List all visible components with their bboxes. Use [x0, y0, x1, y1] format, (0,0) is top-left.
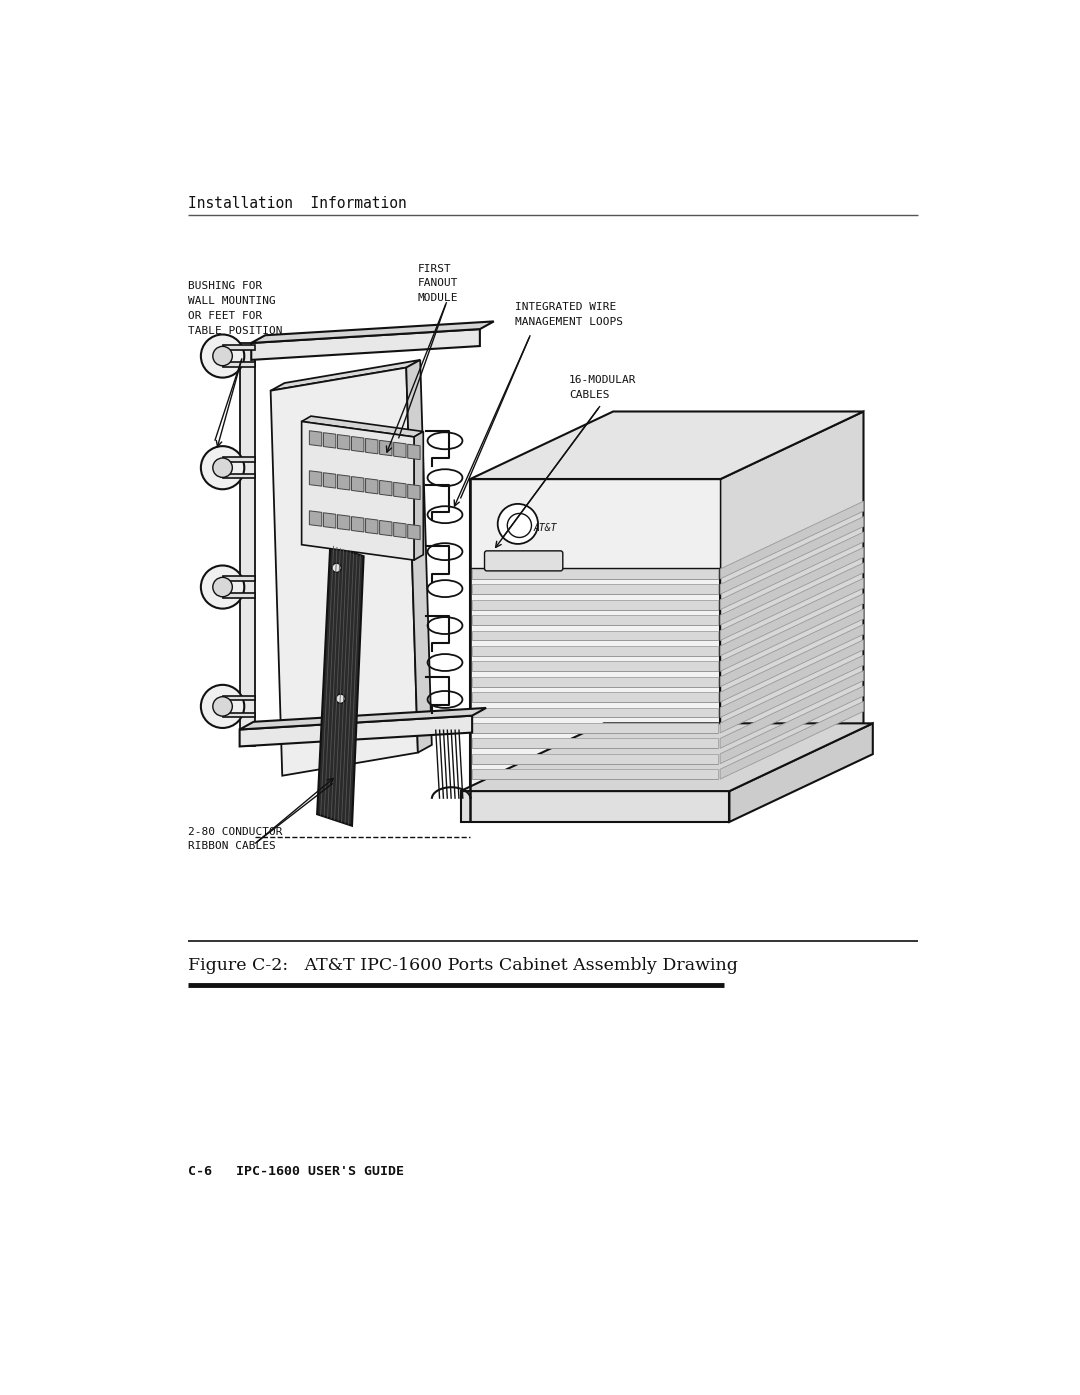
Polygon shape	[472, 738, 718, 748]
Polygon shape	[472, 753, 718, 763]
Polygon shape	[472, 646, 718, 656]
Polygon shape	[252, 329, 480, 360]
Polygon shape	[720, 531, 864, 610]
Polygon shape	[318, 544, 364, 826]
Polygon shape	[323, 513, 336, 529]
Polygon shape	[472, 631, 718, 640]
Polygon shape	[271, 360, 420, 391]
Polygon shape	[472, 692, 718, 702]
FancyBboxPatch shape	[485, 551, 563, 571]
Polygon shape	[240, 707, 486, 730]
Polygon shape	[365, 438, 378, 453]
Polygon shape	[720, 640, 864, 717]
Polygon shape	[720, 412, 864, 791]
Polygon shape	[351, 437, 364, 452]
Text: Figure C-2:   AT&T IPC-1600 Ports Cabinet Assembly Drawing: Figure C-2: AT&T IPC-1600 Ports Cabinet …	[188, 957, 738, 974]
Polygon shape	[406, 360, 432, 752]
Text: 16-MODULAR
CABLES: 16-MODULAR CABLES	[569, 375, 636, 400]
Polygon shape	[720, 656, 864, 732]
Polygon shape	[379, 520, 392, 536]
Polygon shape	[408, 484, 420, 499]
Text: INTEGRATED WIRE
MANAGEMENT LOOPS: INTEGRATED WIRE MANAGEMENT LOOPS	[515, 303, 623, 326]
Polygon shape	[472, 661, 718, 671]
Polygon shape	[222, 346, 255, 367]
Polygon shape	[323, 473, 336, 488]
Polygon shape	[393, 522, 406, 537]
Polygon shape	[472, 677, 718, 686]
Polygon shape	[720, 702, 864, 778]
Circle shape	[201, 565, 244, 608]
Polygon shape	[472, 769, 718, 778]
Polygon shape	[309, 431, 322, 446]
Circle shape	[498, 504, 538, 544]
Polygon shape	[379, 480, 392, 495]
Polygon shape	[470, 480, 720, 791]
Text: C-6   IPC-1600 USER'S GUIDE: C-6 IPC-1600 USER'S GUIDE	[188, 1165, 404, 1177]
Polygon shape	[460, 791, 729, 822]
Polygon shape	[720, 516, 864, 594]
Polygon shape	[252, 321, 494, 343]
Polygon shape	[323, 432, 336, 448]
Polygon shape	[393, 442, 406, 458]
Circle shape	[332, 564, 341, 572]
Polygon shape	[365, 478, 378, 494]
Circle shape	[201, 335, 244, 378]
Polygon shape	[309, 470, 322, 487]
Text: BUSHING FOR
WALL MOUNTING
OR FEET FOR
TABLE POSITION: BUSHING FOR WALL MOUNTING OR FEET FOR TA…	[188, 282, 282, 336]
Polygon shape	[729, 724, 873, 822]
Circle shape	[213, 458, 232, 477]
Polygon shape	[271, 368, 418, 776]
Polygon shape	[240, 716, 472, 746]
Polygon shape	[309, 511, 322, 526]
Polygon shape	[470, 480, 720, 568]
Polygon shape	[720, 547, 864, 625]
Polygon shape	[720, 501, 864, 579]
Polygon shape	[472, 615, 718, 625]
Circle shape	[213, 578, 232, 597]
Polygon shape	[222, 696, 255, 717]
Polygon shape	[720, 610, 864, 686]
Circle shape	[328, 432, 337, 442]
Polygon shape	[240, 343, 255, 746]
Polygon shape	[472, 569, 718, 579]
Polygon shape	[222, 458, 255, 478]
Text: Installation  Information: Installation Information	[188, 195, 406, 211]
Polygon shape	[720, 671, 864, 748]
Polygon shape	[472, 600, 718, 610]
Polygon shape	[301, 416, 423, 437]
Polygon shape	[408, 444, 420, 459]
Polygon shape	[393, 483, 406, 498]
Circle shape	[213, 346, 232, 365]
Polygon shape	[472, 707, 718, 717]
Text: FIRST
FANOUT
MODULE: FIRST FANOUT MODULE	[418, 264, 458, 303]
Circle shape	[213, 696, 232, 716]
Polygon shape	[408, 525, 420, 540]
Polygon shape	[414, 431, 423, 561]
Polygon shape	[379, 441, 392, 456]
Circle shape	[201, 446, 244, 490]
Circle shape	[336, 695, 346, 703]
Polygon shape	[720, 579, 864, 656]
Polygon shape	[337, 474, 350, 490]
Polygon shape	[337, 515, 350, 530]
Polygon shape	[337, 435, 350, 451]
Text: AT&T: AT&T	[534, 523, 557, 533]
Polygon shape	[472, 723, 718, 732]
Polygon shape	[460, 724, 873, 791]
Polygon shape	[365, 519, 378, 534]
Polygon shape	[470, 412, 864, 480]
Polygon shape	[472, 585, 718, 594]
Polygon shape	[720, 686, 864, 763]
Polygon shape	[720, 625, 864, 702]
Circle shape	[201, 685, 244, 728]
Polygon shape	[222, 576, 255, 598]
Polygon shape	[301, 421, 414, 561]
Polygon shape	[351, 477, 364, 492]
Polygon shape	[351, 516, 364, 531]
Polygon shape	[720, 562, 864, 640]
Polygon shape	[720, 594, 864, 671]
Text: 2-80 CONDUCTOR
RIBBON CABLES: 2-80 CONDUCTOR RIBBON CABLES	[188, 826, 282, 851]
